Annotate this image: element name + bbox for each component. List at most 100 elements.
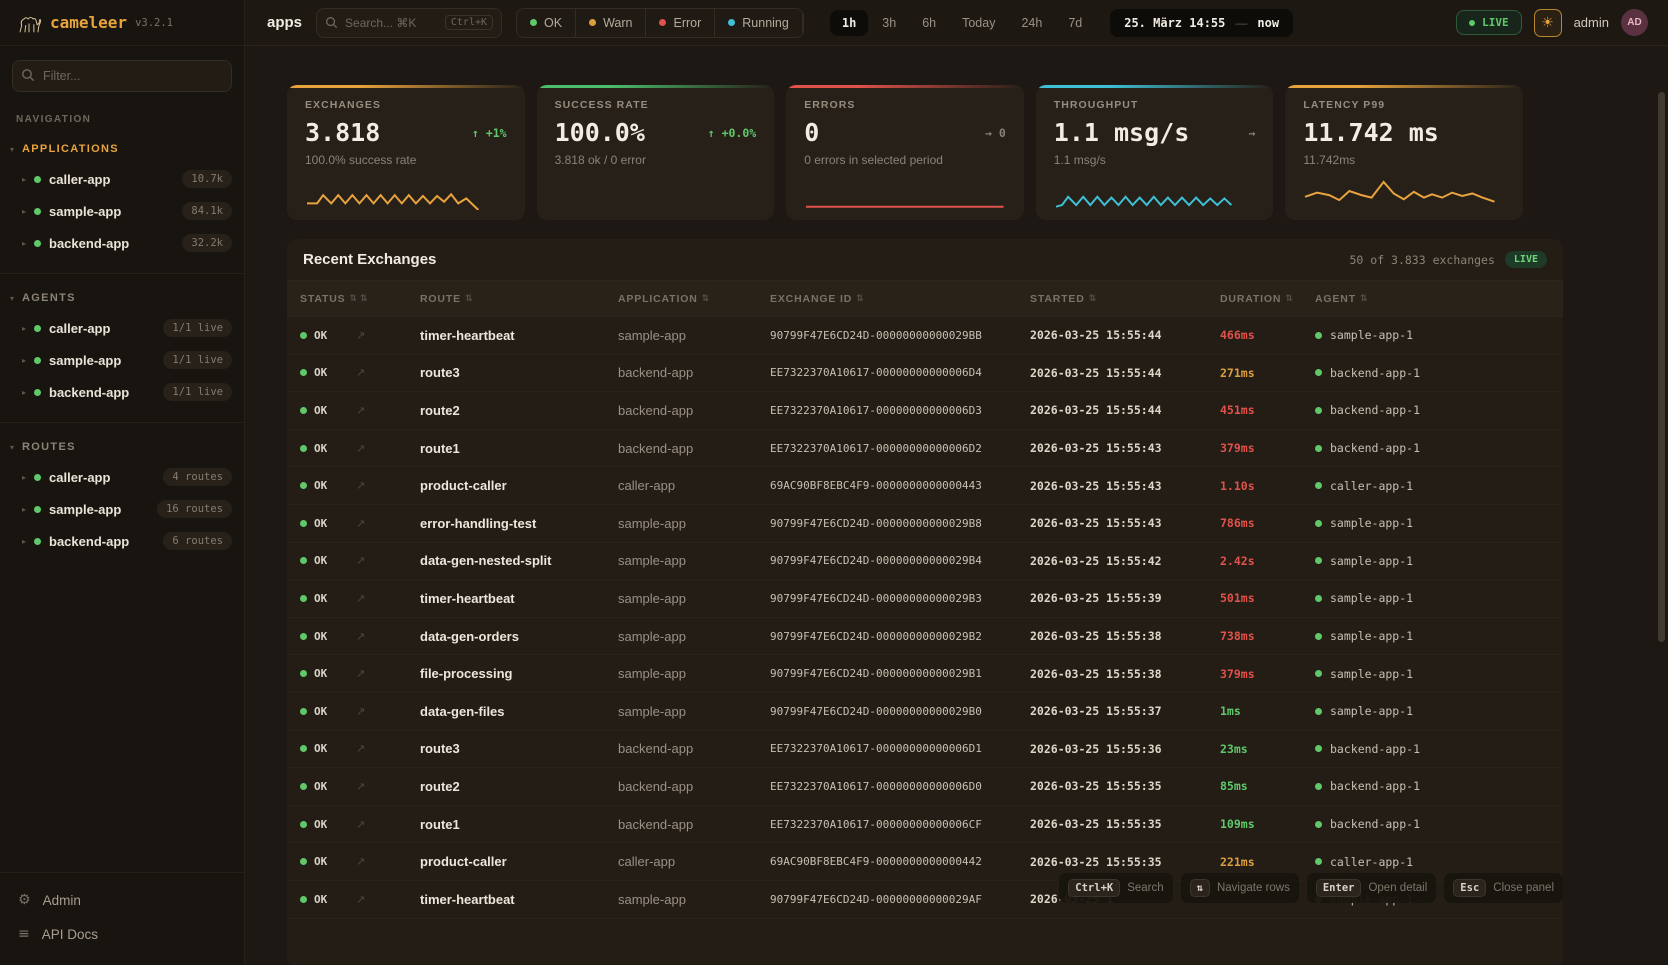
sidebar-item-route[interactable]: ▸ sample-app 16 routes — [0, 493, 244, 525]
sidebar-item-agent[interactable]: ▸ backend-app 1/1 live — [0, 376, 244, 408]
duration-cell: 501ms — [1220, 591, 1255, 606]
table-row[interactable]: OK ↗ route3 backend-app EE7322370A10617-… — [287, 355, 1563, 393]
vertical-scrollbar[interactable] — [1658, 92, 1665, 642]
sun-icon: ☀ — [1541, 14, 1554, 31]
date-range-picker[interactable]: 25. März 14:55 — now — [1110, 8, 1294, 37]
stat-delta: ↑ +0.0% — [707, 125, 757, 140]
count-badge: 32.2k — [182, 234, 232, 252]
time-range-button[interactable]: 6h — [922, 15, 937, 30]
chevron-right-icon: ▸ — [22, 174, 27, 184]
route-cell: product-caller — [420, 854, 507, 870]
agent-status-dot — [1315, 670, 1322, 678]
avatar[interactable]: AD — [1621, 9, 1648, 36]
stat-card[interactable]: SUCCESS RATE 100.0% ↑ +0.0% 3.818 ok / 0… — [536, 85, 775, 220]
stat-value: 0 — [804, 118, 820, 147]
trend-arrow-icon: ↗ — [356, 328, 366, 342]
status-filter-button[interactable]: Warn — [576, 8, 647, 37]
agent-status-dot — [1315, 369, 1322, 377]
count-badge: 10.7k — [182, 170, 232, 188]
ok-status-dot — [300, 895, 307, 903]
chevron-right-icon: ▸ — [22, 504, 27, 514]
status-cell: OK — [300, 667, 356, 680]
sidebar-item-agent[interactable]: ▸ sample-app 1/1 live — [0, 344, 244, 376]
time-range-button[interactable]: 7d — [1068, 15, 1083, 30]
status-filter-button[interactable]: OK — [517, 8, 577, 37]
table-row[interactable]: OK ↗ route2 backend-app EE7322370A10617-… — [287, 392, 1563, 430]
agent-status-dot — [1315, 519, 1322, 527]
column-header[interactable]: ⇅ — [356, 294, 420, 304]
column-header[interactable]: EXCHANGE ID ⇅ — [770, 293, 1030, 305]
admin-label: Admin — [42, 892, 81, 908]
routes-section-header[interactable]: ▾ ROUTES — [0, 435, 244, 461]
stat-value: 1.1 msg/s — [1053, 118, 1190, 147]
duration-cell: 271ms — [1220, 365, 1255, 380]
sidebar-item-admin[interactable]: ⚙ Admin — [0, 883, 244, 917]
column-header[interactable]: AGENT ⇅ — [1315, 293, 1550, 305]
column-header[interactable]: DURATION ⇅ — [1220, 293, 1315, 305]
stat-card[interactable]: THROUGHPUT 1.1 msg/s → 1.1 msg/s — [1035, 85, 1274, 220]
table-row[interactable]: OK ↗ data-gen-orders sample-app 90799F47… — [287, 618, 1563, 656]
agent-cell: sample-app-1 — [1315, 554, 1550, 568]
table-row[interactable]: OK ↗ product-caller caller-app 69AC90BF8… — [287, 467, 1563, 505]
table-row[interactable]: OK ↗ timer-heartbeat sample-app 90799F47… — [287, 317, 1563, 355]
status-text: OK — [314, 742, 328, 756]
status-filter-button[interactable]: Running — [715, 8, 803, 37]
trend-arrow-icon: ↗ — [356, 704, 366, 718]
trend-arrow-icon: ↗ — [356, 742, 366, 756]
agents-section-header[interactable]: ▾ AGENTS — [0, 286, 244, 312]
app-version: v3.2.1 — [135, 16, 173, 29]
stat-card[interactable]: LATENCY P99 11.742 ms 11.742ms — [1285, 85, 1523, 220]
table-row[interactable]: OK ↗ data-gen-nested-split sample-app 90… — [287, 543, 1563, 581]
table-row[interactable]: OK ↗ timer-heartbeat sample-app 90799F47… — [287, 580, 1563, 618]
stat-value-row: 1.1 msg/s → — [1054, 118, 1256, 147]
started-cell: 2026-03-25 15:55:35 — [1030, 779, 1162, 794]
shortcut-hint: Esc Close panel — [1444, 873, 1563, 903]
table-row[interactable]: OK ↗ route1 backend-app EE7322370A10617-… — [287, 806, 1563, 844]
search-input[interactable]: Search... ⌘K Ctrl+K — [316, 7, 503, 38]
column-header[interactable]: APPLICATION ⇅ — [618, 293, 770, 305]
table-row[interactable]: OK ↗ error-handling-test sample-app 9079… — [287, 505, 1563, 543]
table-row[interactable]: OK ↗ route3 backend-app EE7322370A10617-… — [287, 731, 1563, 769]
sidebar-item-application[interactable]: ▸ sample-app 84.1k — [0, 195, 244, 227]
sidebar-item-route[interactable]: ▸ caller-app 4 routes — [0, 461, 244, 493]
chevron-right-icon: ▸ — [22, 536, 27, 546]
live-toggle[interactable]: LIVE — [1456, 10, 1522, 35]
sidebar-item-route[interactable]: ▸ backend-app 6 routes — [0, 525, 244, 557]
sidebar-item-application[interactable]: ▸ backend-app 32.2k — [0, 227, 244, 259]
chevron-down-icon: ▾ — [10, 144, 15, 154]
duration-cell: 786ms — [1220, 516, 1255, 531]
table-row[interactable]: OK ↗ route1 backend-app EE7322370A10617-… — [287, 430, 1563, 468]
sidebar-item-api-docs[interactable]: ≡ API Docs — [0, 917, 244, 951]
ok-status-dot — [300, 369, 307, 377]
table-row[interactable]: OK ↗ product-caller caller-app 69AC90BF8… — [287, 843, 1563, 881]
filter-input[interactable] — [12, 60, 232, 92]
status-filter-button[interactable]: Error — [646, 8, 716, 37]
time-range-button[interactable]: 1h — [829, 9, 869, 36]
time-range-button[interactable]: 24h — [1021, 15, 1043, 30]
table-row[interactable]: OK ↗ data-gen-files sample-app 90799F47E… — [287, 693, 1563, 731]
table-row[interactable]: OK ↗ file-processing sample-app 90799F47… — [287, 655, 1563, 693]
table-title: Recent Exchanges — [303, 251, 437, 268]
route-cell: timer-heartbeat — [420, 891, 515, 907]
status-dot — [659, 19, 667, 26]
table-meta: 50 of 3.833 exchanges LIVE — [1350, 251, 1547, 268]
agent-status-dot — [1315, 444, 1322, 452]
started-cell: 2026-03-25 15:55:42 — [1030, 553, 1162, 568]
theme-toggle-button[interactable]: ☀ — [1533, 8, 1562, 37]
sidebar-item-agent[interactable]: ▸ caller-app 1/1 live — [0, 312, 244, 344]
column-header[interactable]: STATUS ⇅ — [300, 293, 356, 305]
exchange-id-cell: EE7322370A10617-00000000000006D0 — [770, 779, 982, 793]
application-cell: backend-app — [618, 816, 694, 832]
date-from: 25. März 14:55 — [1124, 15, 1226, 30]
column-header[interactable]: ROUTE ⇅ — [420, 293, 618, 305]
time-range-button[interactable]: 3h — [882, 15, 897, 30]
shortcut-label: Close panel — [1493, 882, 1554, 894]
time-range-button[interactable]: Today — [962, 15, 996, 30]
stat-card[interactable]: ERRORS 0 → 0 0 errors in selected period — [786, 85, 1024, 220]
column-header[interactable]: STARTED ⇅ — [1030, 293, 1220, 305]
table-row[interactable]: OK ↗ route2 backend-app EE7322370A10617-… — [287, 768, 1563, 806]
gear-icon: ⚙ — [18, 892, 31, 908]
applications-section-header[interactable]: ▾ APPLICATIONS — [0, 137, 244, 163]
stat-card[interactable]: EXCHANGES 3.818 ↑ +1% 100.0% success rat… — [287, 85, 525, 220]
sidebar-item-application[interactable]: ▸ caller-app 10.7k — [0, 163, 244, 195]
